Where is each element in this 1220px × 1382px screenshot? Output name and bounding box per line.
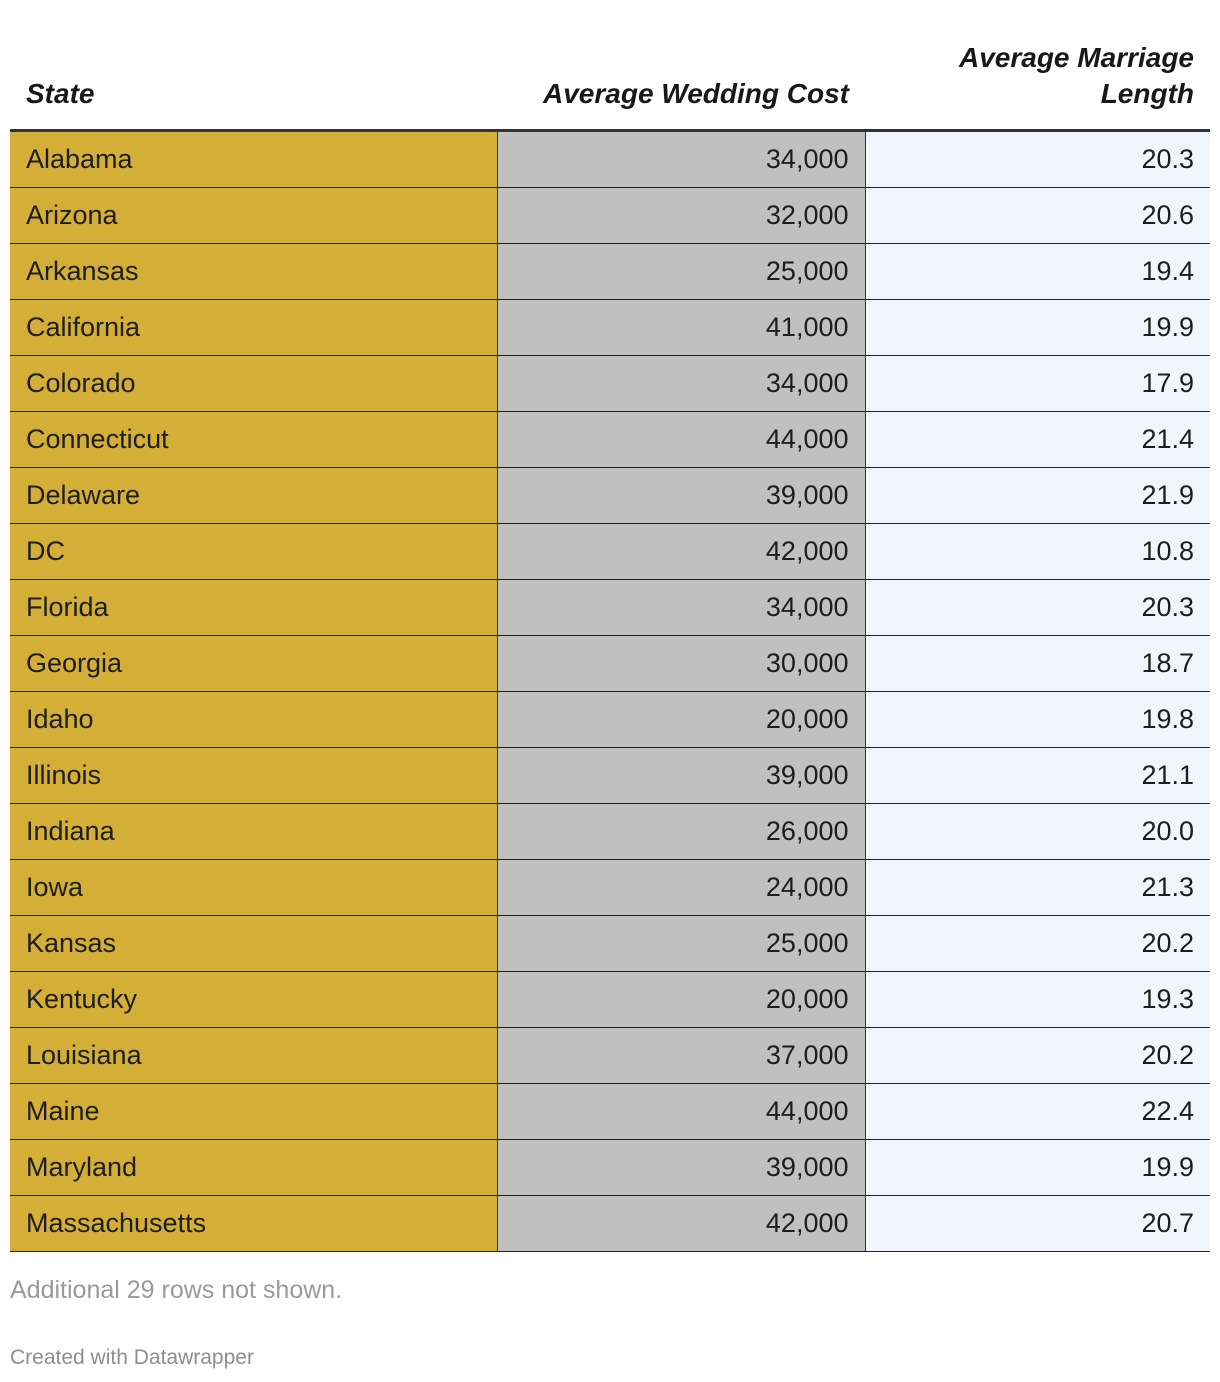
cell-marriage-length: 21.3 bbox=[865, 859, 1210, 916]
table-row: Colorado 34,000 17.9 bbox=[10, 355, 1210, 412]
table-row: Connecticut 44,000 21.4 bbox=[10, 411, 1210, 468]
cell-marriage-length: 19.3 bbox=[865, 971, 1210, 1028]
datawrapper-credit: Created with Datawrapper bbox=[10, 1346, 254, 1369]
cell-state: Arizona bbox=[10, 187, 498, 244]
column-header-wedding-cost[interactable]: Average Wedding Cost bbox=[497, 40, 865, 132]
cell-state: Kansas bbox=[10, 915, 498, 972]
cell-wedding-cost: 20,000 bbox=[497, 691, 866, 748]
cell-state: Louisiana bbox=[10, 1027, 498, 1084]
table-row: Delaware 39,000 21.9 bbox=[10, 467, 1210, 524]
table-row: Alabama 34,000 20.3 bbox=[10, 130, 1210, 188]
table-row: Arizona 32,000 20.6 bbox=[10, 187, 1210, 244]
cell-wedding-cost: 34,000 bbox=[497, 130, 866, 188]
cell-state: Arkansas bbox=[10, 243, 498, 300]
cell-marriage-length: 19.4 bbox=[865, 243, 1210, 300]
table-row: Indiana 26,000 20.0 bbox=[10, 803, 1210, 860]
table-row: California 41,000 19.9 bbox=[10, 299, 1210, 356]
cell-marriage-length: 21.4 bbox=[865, 411, 1210, 468]
cell-wedding-cost: 41,000 bbox=[497, 299, 866, 356]
cell-marriage-length: 21.9 bbox=[865, 467, 1210, 524]
cell-wedding-cost: 39,000 bbox=[497, 467, 866, 524]
cell-state: California bbox=[10, 299, 498, 356]
cell-state: Kentucky bbox=[10, 971, 498, 1028]
table-row: Iowa 24,000 21.3 bbox=[10, 859, 1210, 916]
cell-marriage-length: 22.4 bbox=[865, 1083, 1210, 1140]
table-row: Maryland 39,000 19.9 bbox=[10, 1139, 1210, 1196]
cell-state: Colorado bbox=[10, 355, 498, 412]
cell-state: Illinois bbox=[10, 747, 498, 804]
cell-state: Idaho bbox=[10, 691, 498, 748]
table-row: Massachusetts 42,000 20.7 bbox=[10, 1195, 1210, 1252]
cell-wedding-cost: 39,000 bbox=[497, 747, 866, 804]
cell-state: Maine bbox=[10, 1083, 498, 1140]
cell-wedding-cost: 44,000 bbox=[497, 1083, 866, 1140]
cell-marriage-length: 20.3 bbox=[865, 579, 1210, 636]
cell-wedding-cost: 25,000 bbox=[497, 915, 866, 972]
cell-marriage-length: 10.8 bbox=[865, 523, 1210, 580]
cell-state: DC bbox=[10, 523, 498, 580]
cell-marriage-length: 20.3 bbox=[865, 130, 1210, 188]
column-header-state[interactable]: State bbox=[10, 40, 497, 132]
cell-wedding-cost: 44,000 bbox=[497, 411, 866, 468]
cell-wedding-cost: 34,000 bbox=[497, 355, 866, 412]
cell-marriage-length: 17.9 bbox=[865, 355, 1210, 412]
cell-state: Georgia bbox=[10, 635, 498, 692]
table-header-row: State Average Wedding Cost Average Marri… bbox=[10, 40, 1210, 132]
cell-wedding-cost: 32,000 bbox=[497, 187, 866, 244]
cell-wedding-cost: 30,000 bbox=[497, 635, 866, 692]
table-row: Kansas 25,000 20.2 bbox=[10, 915, 1210, 972]
cell-marriage-length: 20.2 bbox=[865, 1027, 1210, 1084]
cell-wedding-cost: 20,000 bbox=[497, 971, 866, 1028]
cell-state: Alabama bbox=[10, 130, 498, 188]
table-row: Arkansas 25,000 19.4 bbox=[10, 243, 1210, 300]
cell-marriage-length: 20.7 bbox=[865, 1195, 1210, 1252]
data-table: State Average Wedding Cost Average Marri… bbox=[10, 40, 1210, 1252]
cell-state: Florida bbox=[10, 579, 498, 636]
cell-marriage-length: 20.6 bbox=[865, 187, 1210, 244]
cell-state: Iowa bbox=[10, 859, 498, 916]
table-row: Louisiana 37,000 20.2 bbox=[10, 1027, 1210, 1084]
cell-state: Delaware bbox=[10, 467, 498, 524]
cell-state: Connecticut bbox=[10, 411, 498, 468]
table-row: Idaho 20,000 19.8 bbox=[10, 691, 1210, 748]
rows-not-shown-note: Additional 29 rows not shown. bbox=[10, 1276, 343, 1304]
cell-wedding-cost: 25,000 bbox=[497, 243, 866, 300]
cell-wedding-cost: 37,000 bbox=[497, 1027, 866, 1084]
cell-wedding-cost: 24,000 bbox=[497, 859, 866, 916]
cell-state: Indiana bbox=[10, 803, 498, 860]
table-row: DC 42,000 10.8 bbox=[10, 523, 1210, 580]
cell-marriage-length: 20.0 bbox=[865, 803, 1210, 860]
cell-wedding-cost: 39,000 bbox=[497, 1139, 866, 1196]
cell-wedding-cost: 42,000 bbox=[497, 1195, 866, 1252]
data-table-container: State Average Wedding Cost Average Marri… bbox=[10, 40, 1210, 1252]
table-row: Maine 44,000 22.4 bbox=[10, 1083, 1210, 1140]
cell-state: Maryland bbox=[10, 1139, 498, 1196]
table-row: Kentucky 20,000 19.3 bbox=[10, 971, 1210, 1028]
cell-wedding-cost: 34,000 bbox=[497, 579, 866, 636]
cell-marriage-length: 19.9 bbox=[865, 1139, 1210, 1196]
cell-marriage-length: 18.7 bbox=[865, 635, 1210, 692]
cell-marriage-length: 21.1 bbox=[865, 747, 1210, 804]
cell-state: Massachusetts bbox=[10, 1195, 498, 1252]
table-body: Alabama 34,000 20.3 Arizona 32,000 20.6 Arkans… bbox=[10, 130, 1210, 1252]
table-row: Georgia 30,000 18.7 bbox=[10, 635, 1210, 692]
column-header-marriage-length[interactable]: Average Marriage Length bbox=[865, 40, 1210, 132]
cell-wedding-cost: 26,000 bbox=[497, 803, 866, 860]
cell-marriage-length: 19.8 bbox=[865, 691, 1210, 748]
table-row: Florida 34,000 20.3 bbox=[10, 579, 1210, 636]
cell-marriage-length: 19.9 bbox=[865, 299, 1210, 356]
cell-wedding-cost: 42,000 bbox=[497, 523, 866, 580]
table-row: Illinois 39,000 21.1 bbox=[10, 747, 1210, 804]
cell-marriage-length: 20.2 bbox=[865, 915, 1210, 972]
